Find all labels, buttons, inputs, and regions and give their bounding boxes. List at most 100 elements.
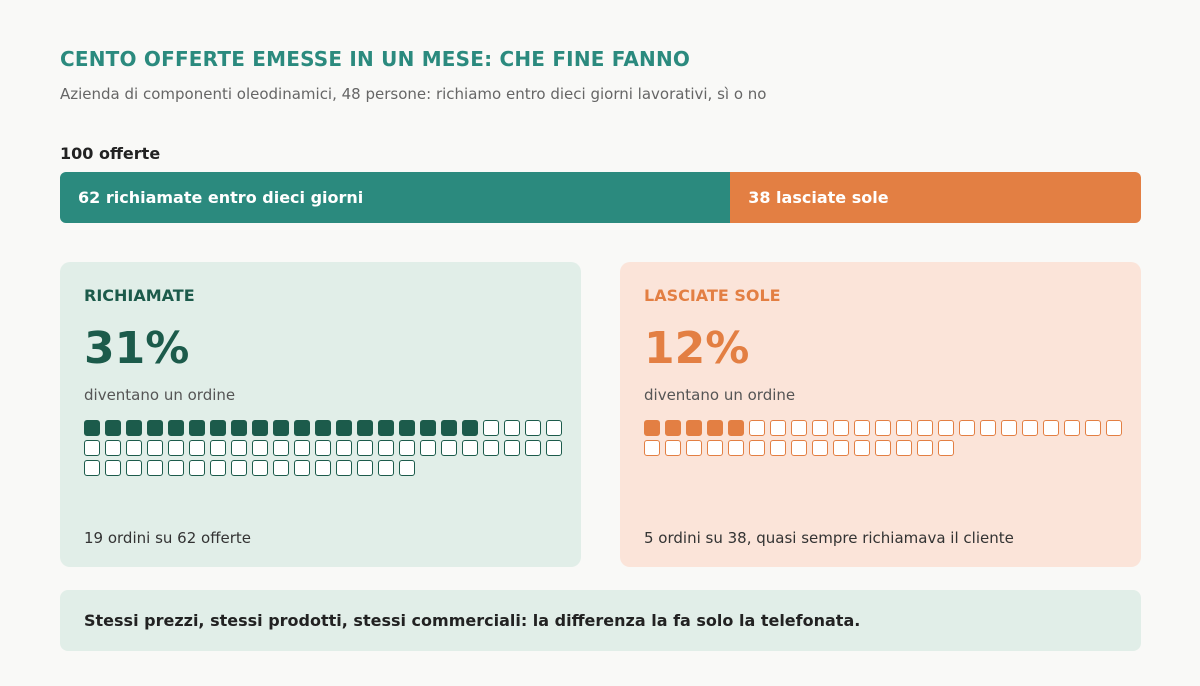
conversion-percent: 31% (84, 323, 190, 374)
offer-unit (420, 440, 436, 456)
segment-left-alone: 38 lasciate sole (730, 172, 1141, 223)
offer-unit (105, 460, 121, 476)
order-unit (728, 420, 744, 436)
offer-unit-grid (84, 420, 564, 476)
offers-split-bar: 62 richiamate entro dieci giorni 38 lasc… (60, 172, 1141, 223)
card-heading: LASCIATE SOLE (644, 286, 781, 305)
offer-unit (84, 440, 100, 456)
offer-unit (791, 420, 807, 436)
offer-unit (812, 420, 828, 436)
offer-unit (917, 420, 933, 436)
offer-unit (833, 440, 849, 456)
offer-unit (168, 460, 184, 476)
offer-unit (126, 460, 142, 476)
order-unit (84, 420, 100, 436)
offer-unit (749, 440, 765, 456)
offer-unit (105, 440, 121, 456)
offer-unit (126, 440, 142, 456)
offer-unit (357, 440, 373, 456)
offer-unit (252, 440, 268, 456)
card-footer: 19 ordini su 62 offerte (84, 529, 252, 547)
offer-unit (854, 440, 870, 456)
offer-unit (336, 440, 352, 456)
offer-unit (812, 440, 828, 456)
offer-unit (665, 440, 681, 456)
offer-unit (770, 440, 786, 456)
order-unit (231, 420, 247, 436)
offer-unit (686, 440, 702, 456)
offer-unit (833, 420, 849, 436)
order-unit (168, 420, 184, 436)
order-unit (189, 420, 205, 436)
offer-unit (210, 460, 226, 476)
order-unit (378, 420, 394, 436)
offer-unit (294, 440, 310, 456)
conversion-percent: 12% (644, 323, 750, 374)
offer-unit (546, 440, 562, 456)
page-title: CENTO OFFERTE EMESSE IN UN MESE: CHE FIN… (60, 47, 691, 71)
segment-called-back: 62 richiamate entro dieci giorni (60, 172, 731, 223)
offer-unit (980, 420, 996, 436)
offer-unit (504, 440, 520, 456)
offer-unit (189, 440, 205, 456)
offer-unit (770, 420, 786, 436)
order-unit (665, 420, 681, 436)
offer-unit (917, 440, 933, 456)
order-unit (315, 420, 331, 436)
offer-unit (441, 440, 457, 456)
offer-unit (399, 460, 415, 476)
conclusion-note: Stessi prezzi, stessi prodotti, stessi c… (60, 590, 1141, 651)
offer-unit (875, 440, 891, 456)
offer-unit (231, 460, 247, 476)
offer-unit (938, 420, 954, 436)
order-unit (707, 420, 723, 436)
offer-unit (399, 440, 415, 456)
conversion-label: diventano un ordine (644, 386, 796, 404)
offer-unit (147, 440, 163, 456)
offer-unit (546, 420, 562, 436)
order-unit (105, 420, 121, 436)
order-unit (294, 420, 310, 436)
order-unit (210, 420, 226, 436)
order-unit (126, 420, 142, 436)
order-unit (420, 420, 436, 436)
offer-unit (378, 460, 394, 476)
card-left-alone: LASCIATE SOLE 12% diventano un ordine 5 … (620, 262, 1141, 567)
offer-unit (644, 440, 660, 456)
offer-unit (84, 460, 100, 476)
order-unit (336, 420, 352, 436)
order-unit (686, 420, 702, 436)
offer-unit (378, 440, 394, 456)
offer-unit (252, 460, 268, 476)
offer-unit (896, 440, 912, 456)
offer-unit (728, 440, 744, 456)
order-unit (273, 420, 289, 436)
offer-unit (525, 420, 541, 436)
offer-unit (357, 460, 373, 476)
offer-unit (875, 420, 891, 436)
offer-unit (210, 440, 226, 456)
offer-unit (315, 440, 331, 456)
order-unit (357, 420, 373, 436)
offer-unit-grid (644, 420, 1124, 456)
offer-unit (938, 440, 954, 456)
offer-unit (336, 460, 352, 476)
offer-unit (462, 440, 478, 456)
conversion-label: diventano un ordine (84, 386, 236, 404)
card-footer: 5 ordini su 38, quasi sempre richiamava … (644, 529, 1014, 547)
offer-unit (231, 440, 247, 456)
offer-unit (273, 440, 289, 456)
offer-unit (1106, 420, 1122, 436)
offer-unit (749, 420, 765, 436)
offer-unit (896, 420, 912, 436)
offer-unit (1001, 420, 1017, 436)
page-subtitle: Azienda di componenti oleodinamici, 48 p… (60, 85, 767, 103)
offer-unit (294, 460, 310, 476)
card-heading: RICHIAMATE (84, 286, 195, 305)
offer-unit (483, 420, 499, 436)
offer-unit (483, 440, 499, 456)
offer-unit (189, 460, 205, 476)
order-unit (644, 420, 660, 436)
order-unit (399, 420, 415, 436)
order-unit (147, 420, 163, 436)
